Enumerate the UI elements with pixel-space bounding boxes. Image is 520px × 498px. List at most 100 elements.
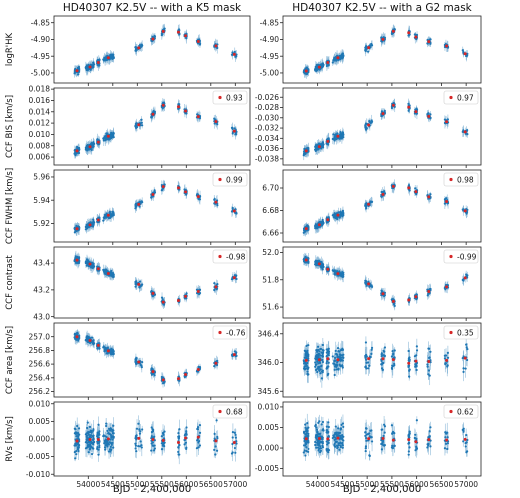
data-point bbox=[141, 124, 144, 127]
data-point bbox=[407, 34, 410, 37]
binned-point bbox=[106, 213, 110, 217]
y-tick-label: -0.010 bbox=[26, 470, 50, 479]
axes-frame bbox=[53, 15, 251, 84]
data-point bbox=[92, 218, 95, 221]
data-point bbox=[76, 437, 79, 440]
data-point bbox=[135, 126, 139, 129]
y-tick-label: 43.0 bbox=[33, 312, 50, 321]
binned-point bbox=[75, 227, 79, 231]
x-tick-label: 57000 bbox=[223, 480, 247, 489]
data-point bbox=[234, 451, 237, 454]
data-point bbox=[111, 272, 114, 275]
data-point bbox=[429, 38, 432, 41]
correlation-label: 0.93 bbox=[226, 93, 243, 102]
binned-point bbox=[367, 46, 371, 50]
data-point bbox=[185, 446, 188, 449]
data-point bbox=[89, 429, 92, 432]
binned-point bbox=[96, 218, 100, 222]
binned-point bbox=[96, 437, 100, 441]
y-tick-label: 43.2 bbox=[33, 285, 50, 294]
binned-point bbox=[88, 65, 92, 69]
legend-marker bbox=[218, 330, 222, 335]
binned-point bbox=[232, 52, 236, 56]
correlation-legend: -0.76 bbox=[212, 325, 248, 340]
binned-point bbox=[75, 335, 79, 339]
y-tick-label: 256.4 bbox=[29, 373, 51, 382]
binned-point bbox=[214, 361, 218, 365]
binned-point bbox=[176, 30, 180, 34]
data-point bbox=[231, 51, 234, 54]
y-axis-label: RVs [km/s] bbox=[5, 416, 15, 462]
legend-marker bbox=[218, 409, 222, 414]
y-tick-label: 0.010 bbox=[29, 130, 51, 139]
data-point bbox=[98, 216, 101, 219]
data-point bbox=[135, 427, 139, 430]
y-tick-label: 257.0 bbox=[29, 332, 51, 341]
data-point bbox=[77, 73, 80, 76]
binned-point bbox=[317, 65, 321, 69]
data-point bbox=[198, 424, 202, 427]
data-point bbox=[134, 207, 137, 210]
binned-point bbox=[106, 134, 110, 138]
data-point bbox=[92, 224, 95, 227]
data-point bbox=[73, 333, 76, 336]
data-point bbox=[77, 257, 81, 260]
data-point bbox=[91, 446, 94, 449]
data-point bbox=[92, 429, 95, 432]
data-point bbox=[87, 451, 90, 454]
y-tick-label: 256.2 bbox=[29, 387, 51, 396]
data-point bbox=[88, 425, 92, 428]
data-point bbox=[96, 347, 99, 350]
plot-grid: -5.00-4.95-4.90-4.85logR'HK0.0060.0080.0… bbox=[5, 15, 482, 489]
data-point bbox=[86, 148, 89, 151]
data-point bbox=[84, 66, 87, 69]
data-point bbox=[233, 446, 237, 450]
binned-point bbox=[137, 202, 141, 206]
binned-point bbox=[75, 69, 79, 73]
y-axis-label: logR'HK bbox=[5, 32, 15, 66]
data-point bbox=[198, 42, 202, 45]
binned-point bbox=[176, 299, 180, 303]
x-tick-label: 54000 bbox=[76, 480, 100, 489]
y-tick-label: 5.96 bbox=[33, 173, 50, 182]
data-point bbox=[103, 442, 106, 445]
data-point bbox=[213, 437, 216, 440]
data-point bbox=[92, 437, 95, 440]
data-point bbox=[216, 437, 219, 440]
y-tick-label: 0.008 bbox=[29, 141, 51, 150]
binned-point bbox=[161, 29, 165, 33]
data-point bbox=[92, 441, 95, 444]
data-point bbox=[85, 144, 88, 147]
data-point bbox=[214, 445, 217, 448]
data-point bbox=[315, 67, 318, 70]
data-point bbox=[321, 62, 324, 65]
y-tick-label: -5.00 bbox=[260, 69, 280, 78]
data-point bbox=[230, 53, 234, 56]
y-tick-label: 256.6 bbox=[29, 360, 51, 369]
data-point bbox=[178, 453, 181, 456]
data-point bbox=[90, 148, 93, 152]
data-point bbox=[73, 227, 76, 231]
data-point bbox=[84, 339, 87, 342]
binned-point bbox=[196, 435, 200, 439]
data-point bbox=[84, 225, 87, 228]
data-point bbox=[195, 447, 199, 450]
binned-point bbox=[232, 276, 236, 280]
data-point bbox=[177, 103, 180, 106]
binned-point bbox=[184, 190, 188, 194]
data-point bbox=[77, 68, 81, 71]
data-point bbox=[109, 429, 112, 432]
subplot-right-1: -5.00 -4.95 -4.90 -4.85 bbox=[260, 15, 482, 86]
data-point bbox=[75, 224, 78, 228]
data-point bbox=[111, 352, 114, 355]
subplot-left-6: -0.010 -0.005 0.000 0.005 0.010 54000 54500 550… bbox=[5, 399, 251, 489]
data-point bbox=[112, 211, 115, 214]
data-point bbox=[215, 449, 219, 452]
data-point bbox=[140, 118, 143, 121]
y-tick-label: 0.016 bbox=[29, 96, 51, 105]
data-point bbox=[92, 434, 95, 437]
data-point bbox=[140, 365, 143, 369]
data-point bbox=[86, 426, 89, 430]
data-point bbox=[150, 367, 153, 370]
binned-point bbox=[232, 441, 236, 445]
